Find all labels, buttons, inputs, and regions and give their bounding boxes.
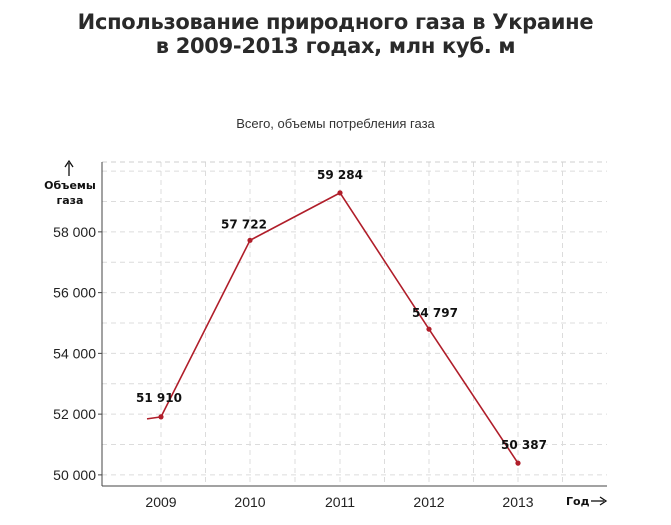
chart-title-line-1: Использование природного газа в Украине xyxy=(77,10,594,34)
data-label: 50 387 xyxy=(501,438,547,452)
data-point xyxy=(158,414,164,420)
series-line xyxy=(146,192,519,464)
y-tick-label: 56 000 xyxy=(53,285,96,301)
data-point xyxy=(515,460,521,466)
x-tick-label: 2013 xyxy=(502,494,533,510)
data-label: 51 910 xyxy=(136,391,182,405)
x-tick-label: 2009 xyxy=(145,494,176,510)
chart-title: Использование природного газа в Украине … xyxy=(0,10,671,58)
chart-title-line-2: в 2009-2013 годах, млн куб. м xyxy=(155,34,516,58)
y-tick-label: 54 000 xyxy=(53,345,96,361)
y-axis-label: Объемы xyxy=(44,179,96,192)
data-label: 59 284 xyxy=(317,168,363,182)
y-axis-label: газа xyxy=(57,194,84,207)
y-tick-label: 52 000 xyxy=(53,406,96,422)
x-axis-arrow-head xyxy=(599,496,608,506)
data-label: 57 722 xyxy=(221,217,267,231)
x-tick-label: 2012 xyxy=(413,494,444,510)
y-axis-arrow-head xyxy=(64,159,74,168)
data-label: 54 797 xyxy=(412,306,458,320)
y-tick-label: 58 000 xyxy=(53,224,96,240)
data-point xyxy=(337,190,343,196)
data-point xyxy=(426,326,432,332)
x-tick-label: 2010 xyxy=(234,494,265,510)
data-point xyxy=(247,237,253,243)
y-tick-label: 50 000 xyxy=(53,467,96,483)
x-tick-label: 2011 xyxy=(325,494,355,510)
x-axis-label: Год xyxy=(566,495,590,508)
chart-subtitle: Всего, объемы потребления газа xyxy=(236,116,435,131)
